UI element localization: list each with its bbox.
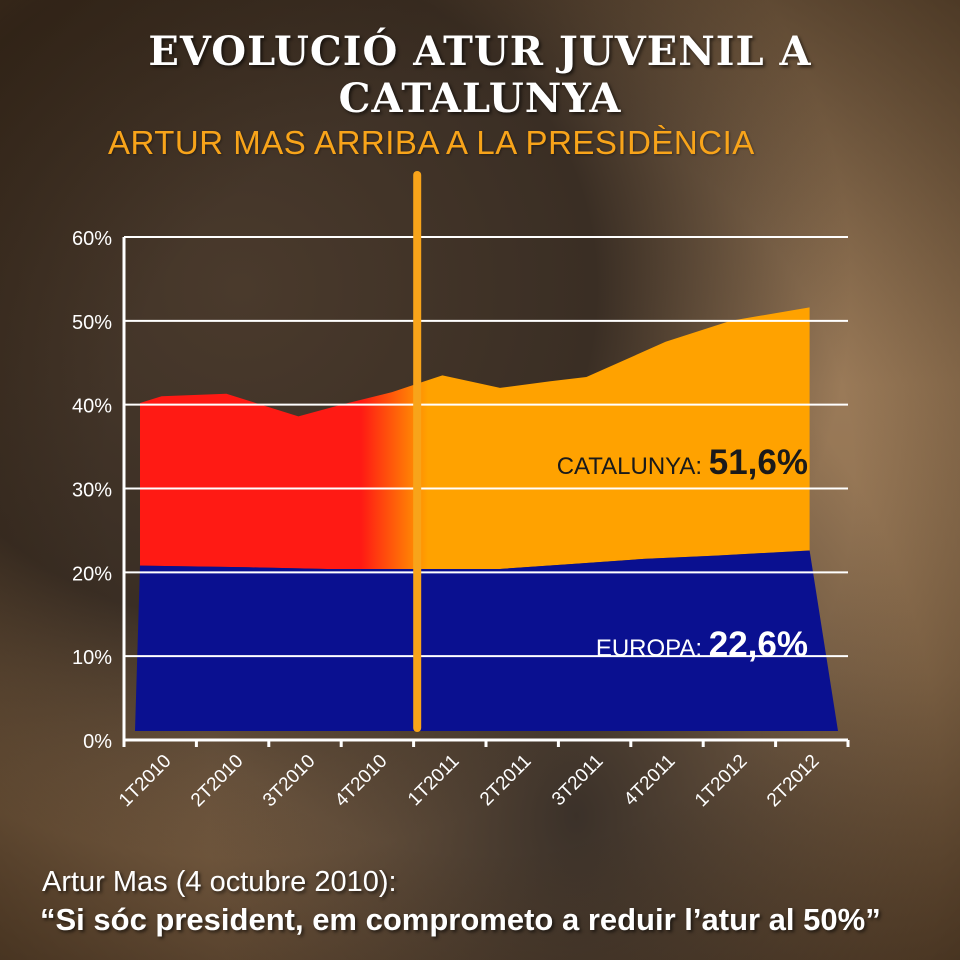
x-tick-label: 2T2012 bbox=[763, 751, 823, 811]
page-title: EVOLUCIÓ ATUR JUVENIL A CATALUNYA bbox=[148, 28, 812, 122]
quote-attribution: Artur Mas (4 octubre 2010): bbox=[42, 866, 397, 898]
y-tick-label: 20% bbox=[72, 563, 112, 585]
y-tick-label: 30% bbox=[72, 480, 112, 502]
x-tick-label: 2T2011 bbox=[476, 751, 535, 810]
x-tick-label: 2T2010 bbox=[187, 751, 247, 811]
y-tick-label: 0% bbox=[83, 731, 112, 753]
y-tick-label: 10% bbox=[72, 647, 112, 669]
y-tick-label: 40% bbox=[72, 396, 112, 418]
x-tick-label: 4T2011 bbox=[620, 751, 679, 810]
x-tick-label: 4T2010 bbox=[331, 751, 391, 811]
x-tick-label: 1T2012 bbox=[691, 751, 751, 811]
x-tick-label: 1T2010 bbox=[115, 751, 175, 811]
x-tick-label: 3T2010 bbox=[259, 751, 319, 811]
catalunya-label: CATALUNYA: 51,6% bbox=[557, 443, 808, 482]
y-tick-label: 60% bbox=[72, 228, 112, 250]
europa-label: EUROPA: 22,6% bbox=[596, 625, 808, 664]
x-tick-label: 1T2011 bbox=[404, 751, 463, 810]
series-area-catalunya bbox=[140, 307, 810, 569]
y-tick-label: 50% bbox=[72, 312, 112, 334]
presidency-annotation: ARTUR MAS ARRIBA A LA PRESIDÈNCIA bbox=[108, 124, 755, 161]
series-area-europa bbox=[135, 550, 838, 731]
quote-text: “Si sóc president, em comprometo a redui… bbox=[40, 902, 881, 937]
x-tick-label: 3T2011 bbox=[548, 751, 607, 810]
